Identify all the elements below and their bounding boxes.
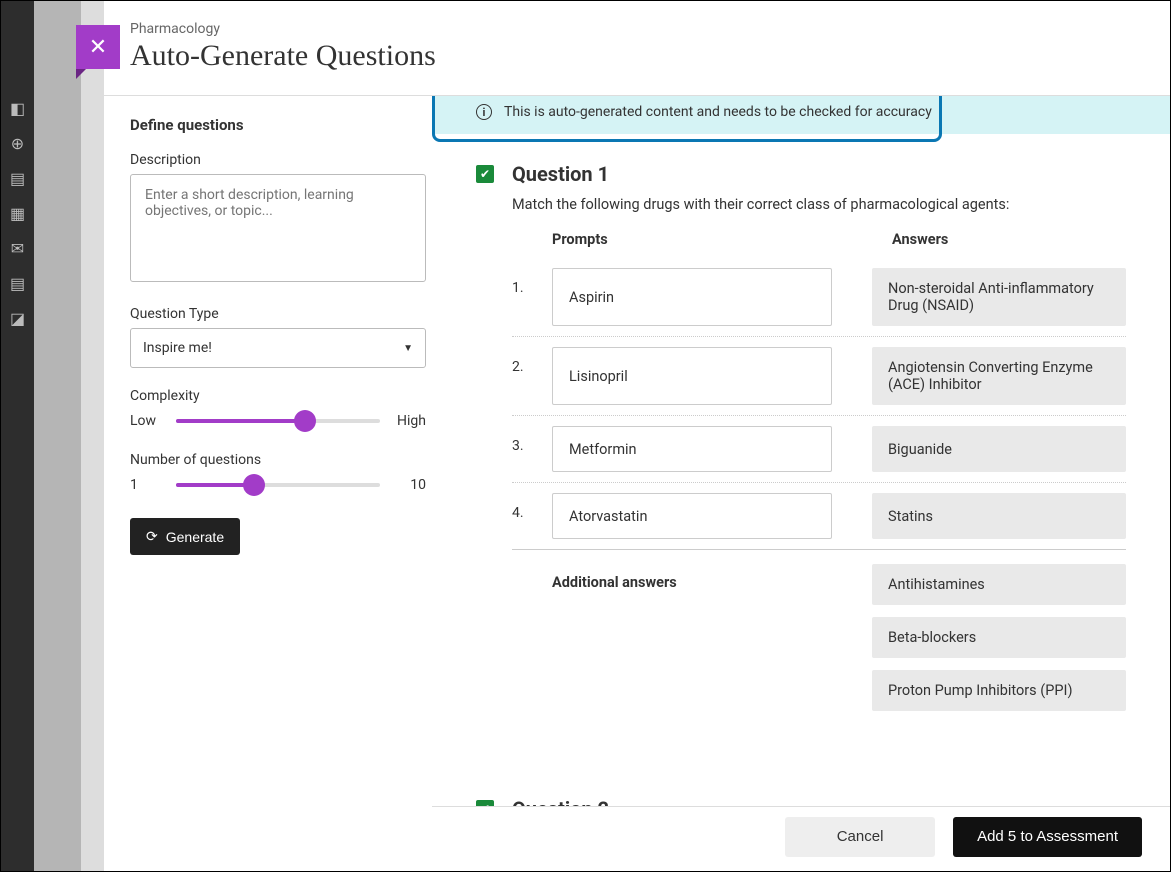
footer: Cancel Add 5 to Assessment	[432, 806, 1170, 866]
question-text: Match the following drugs with their cor…	[512, 196, 1126, 213]
match-row: 1.Aspirin Non-steroidal Anti-inflammatory…	[512, 258, 1126, 337]
numq-label: Number of questions	[130, 452, 432, 468]
complexity-label: Complexity	[130, 388, 432, 404]
additional-answer[interactable]: Proton Pump Inhibitors (PPI)	[872, 670, 1126, 711]
match-row: 2.Lisinopril Angiotensin Converting Enzym…	[512, 337, 1126, 416]
prompt-box[interactable]: Aspirin	[552, 268, 832, 326]
row-number: 4.	[512, 493, 552, 539]
chevron-down-icon: ▼	[403, 343, 413, 354]
additional-answers: Additional answers Antihistamines Beta-bl…	[512, 550, 1126, 711]
prompt-box[interactable]: Lisinopril	[552, 347, 832, 405]
complexity-slider-row: Low High	[130, 410, 426, 432]
rail-icon: ▤	[1, 161, 34, 196]
generate-label: Generate	[166, 529, 224, 545]
rail-icon: ◪	[1, 301, 34, 336]
question-type-select[interactable]: Inspire me! ▼	[130, 328, 426, 368]
complexity-high-label: High	[392, 413, 426, 429]
modal-body: Define questions Description Question Ty…	[104, 96, 1170, 866]
answer-box[interactable]: Statins	[872, 493, 1126, 539]
complexity-low-label: Low	[130, 413, 164, 429]
numq-min-label: 1	[130, 477, 164, 493]
numq-max-label: 10	[392, 477, 426, 493]
add-to-assessment-button[interactable]: Add 5 to Assessment	[953, 817, 1142, 857]
question-title: Question 2	[512, 797, 609, 806]
rail-icon: ▤	[1, 266, 34, 301]
description-label: Description	[130, 152, 432, 168]
close-button[interactable]: ✕	[76, 25, 120, 69]
refresh-icon: ⟳	[146, 528, 158, 545]
define-panel: Define questions Description Question Ty…	[104, 96, 432, 866]
answer-box[interactable]: Biguanide	[872, 426, 1126, 472]
generate-button[interactable]: ⟳ Generate	[130, 518, 240, 555]
define-heading: Define questions	[130, 116, 432, 134]
numq-slider[interactable]	[176, 474, 380, 496]
results-panel: i This is auto-generated content and nee…	[432, 96, 1170, 866]
answers-header: Answers	[892, 231, 1126, 248]
question-checkbox[interactable]: ✔	[476, 165, 494, 183]
app-frame: ◧ ⊕ ▤ ▦ ✉ ▤ ◪ ✕ Pharmacology Auto-Genera…	[0, 0, 1171, 872]
info-highlight-box	[432, 96, 942, 142]
additional-answer[interactable]: Beta-blockers	[872, 617, 1126, 658]
match-row: 4.Atorvastatin Statins	[512, 483, 1126, 550]
cancel-button[interactable]: Cancel	[785, 817, 935, 857]
matching-table: Prompts Answers 1.Aspirin Non-steroidal A…	[512, 231, 1126, 711]
slider-thumb[interactable]	[294, 410, 316, 432]
question-type-label: Question Type	[130, 306, 432, 322]
rail-icon: ⊕	[1, 126, 34, 161]
modal-header: Pharmacology Auto-Generate Questions	[104, 1, 1170, 96]
numq-slider-row: 1 10	[130, 474, 426, 496]
complexity-slider[interactable]	[176, 410, 380, 432]
question-type-value: Inspire me!	[143, 340, 212, 356]
breadcrumb: Pharmacology	[130, 21, 1170, 37]
close-icon: ✕	[89, 35, 107, 60]
question-1: ✔ Question 1 Match the following drugs w…	[432, 162, 1170, 751]
description-input[interactable]	[130, 174, 426, 282]
row-number: 3.	[512, 426, 552, 472]
answer-box[interactable]: Non-steroidal Anti-inflammatory Drug (NS…	[872, 268, 1126, 326]
rail-icon: ▦	[1, 196, 34, 231]
question-title: Question 1	[512, 162, 609, 186]
prompt-box[interactable]: Metformin	[552, 426, 832, 472]
rail-icon: ✉	[1, 231, 34, 266]
prompts-header: Prompts	[552, 231, 852, 248]
answer-box[interactable]: Angiotensin Converting Enzyme (ACE) Inhi…	[872, 347, 1126, 405]
results-scroll[interactable]: i This is auto-generated content and nee…	[432, 96, 1170, 806]
background-edge	[81, 1, 104, 871]
prompt-box[interactable]: Atorvastatin	[552, 493, 832, 539]
page-title: Auto-Generate Questions	[130, 39, 1170, 73]
additional-label: Additional answers	[512, 564, 872, 711]
additional-answer[interactable]: Antihistamines	[872, 564, 1126, 605]
rail-icon: ◧	[1, 91, 34, 126]
background-column	[34, 1, 81, 871]
app-rail: ◧ ⊕ ▤ ▦ ✉ ▤ ◪	[1, 1, 34, 871]
row-number: 1.	[512, 268, 552, 326]
modal: ✕ Pharmacology Auto-Generate Questions D…	[104, 1, 1170, 871]
row-number: 2.	[512, 347, 552, 405]
match-row: 3.Metformin Biguanide	[512, 416, 1126, 483]
question-2: ✔ Question 2	[432, 797, 1170, 806]
slider-thumb[interactable]	[243, 474, 265, 496]
